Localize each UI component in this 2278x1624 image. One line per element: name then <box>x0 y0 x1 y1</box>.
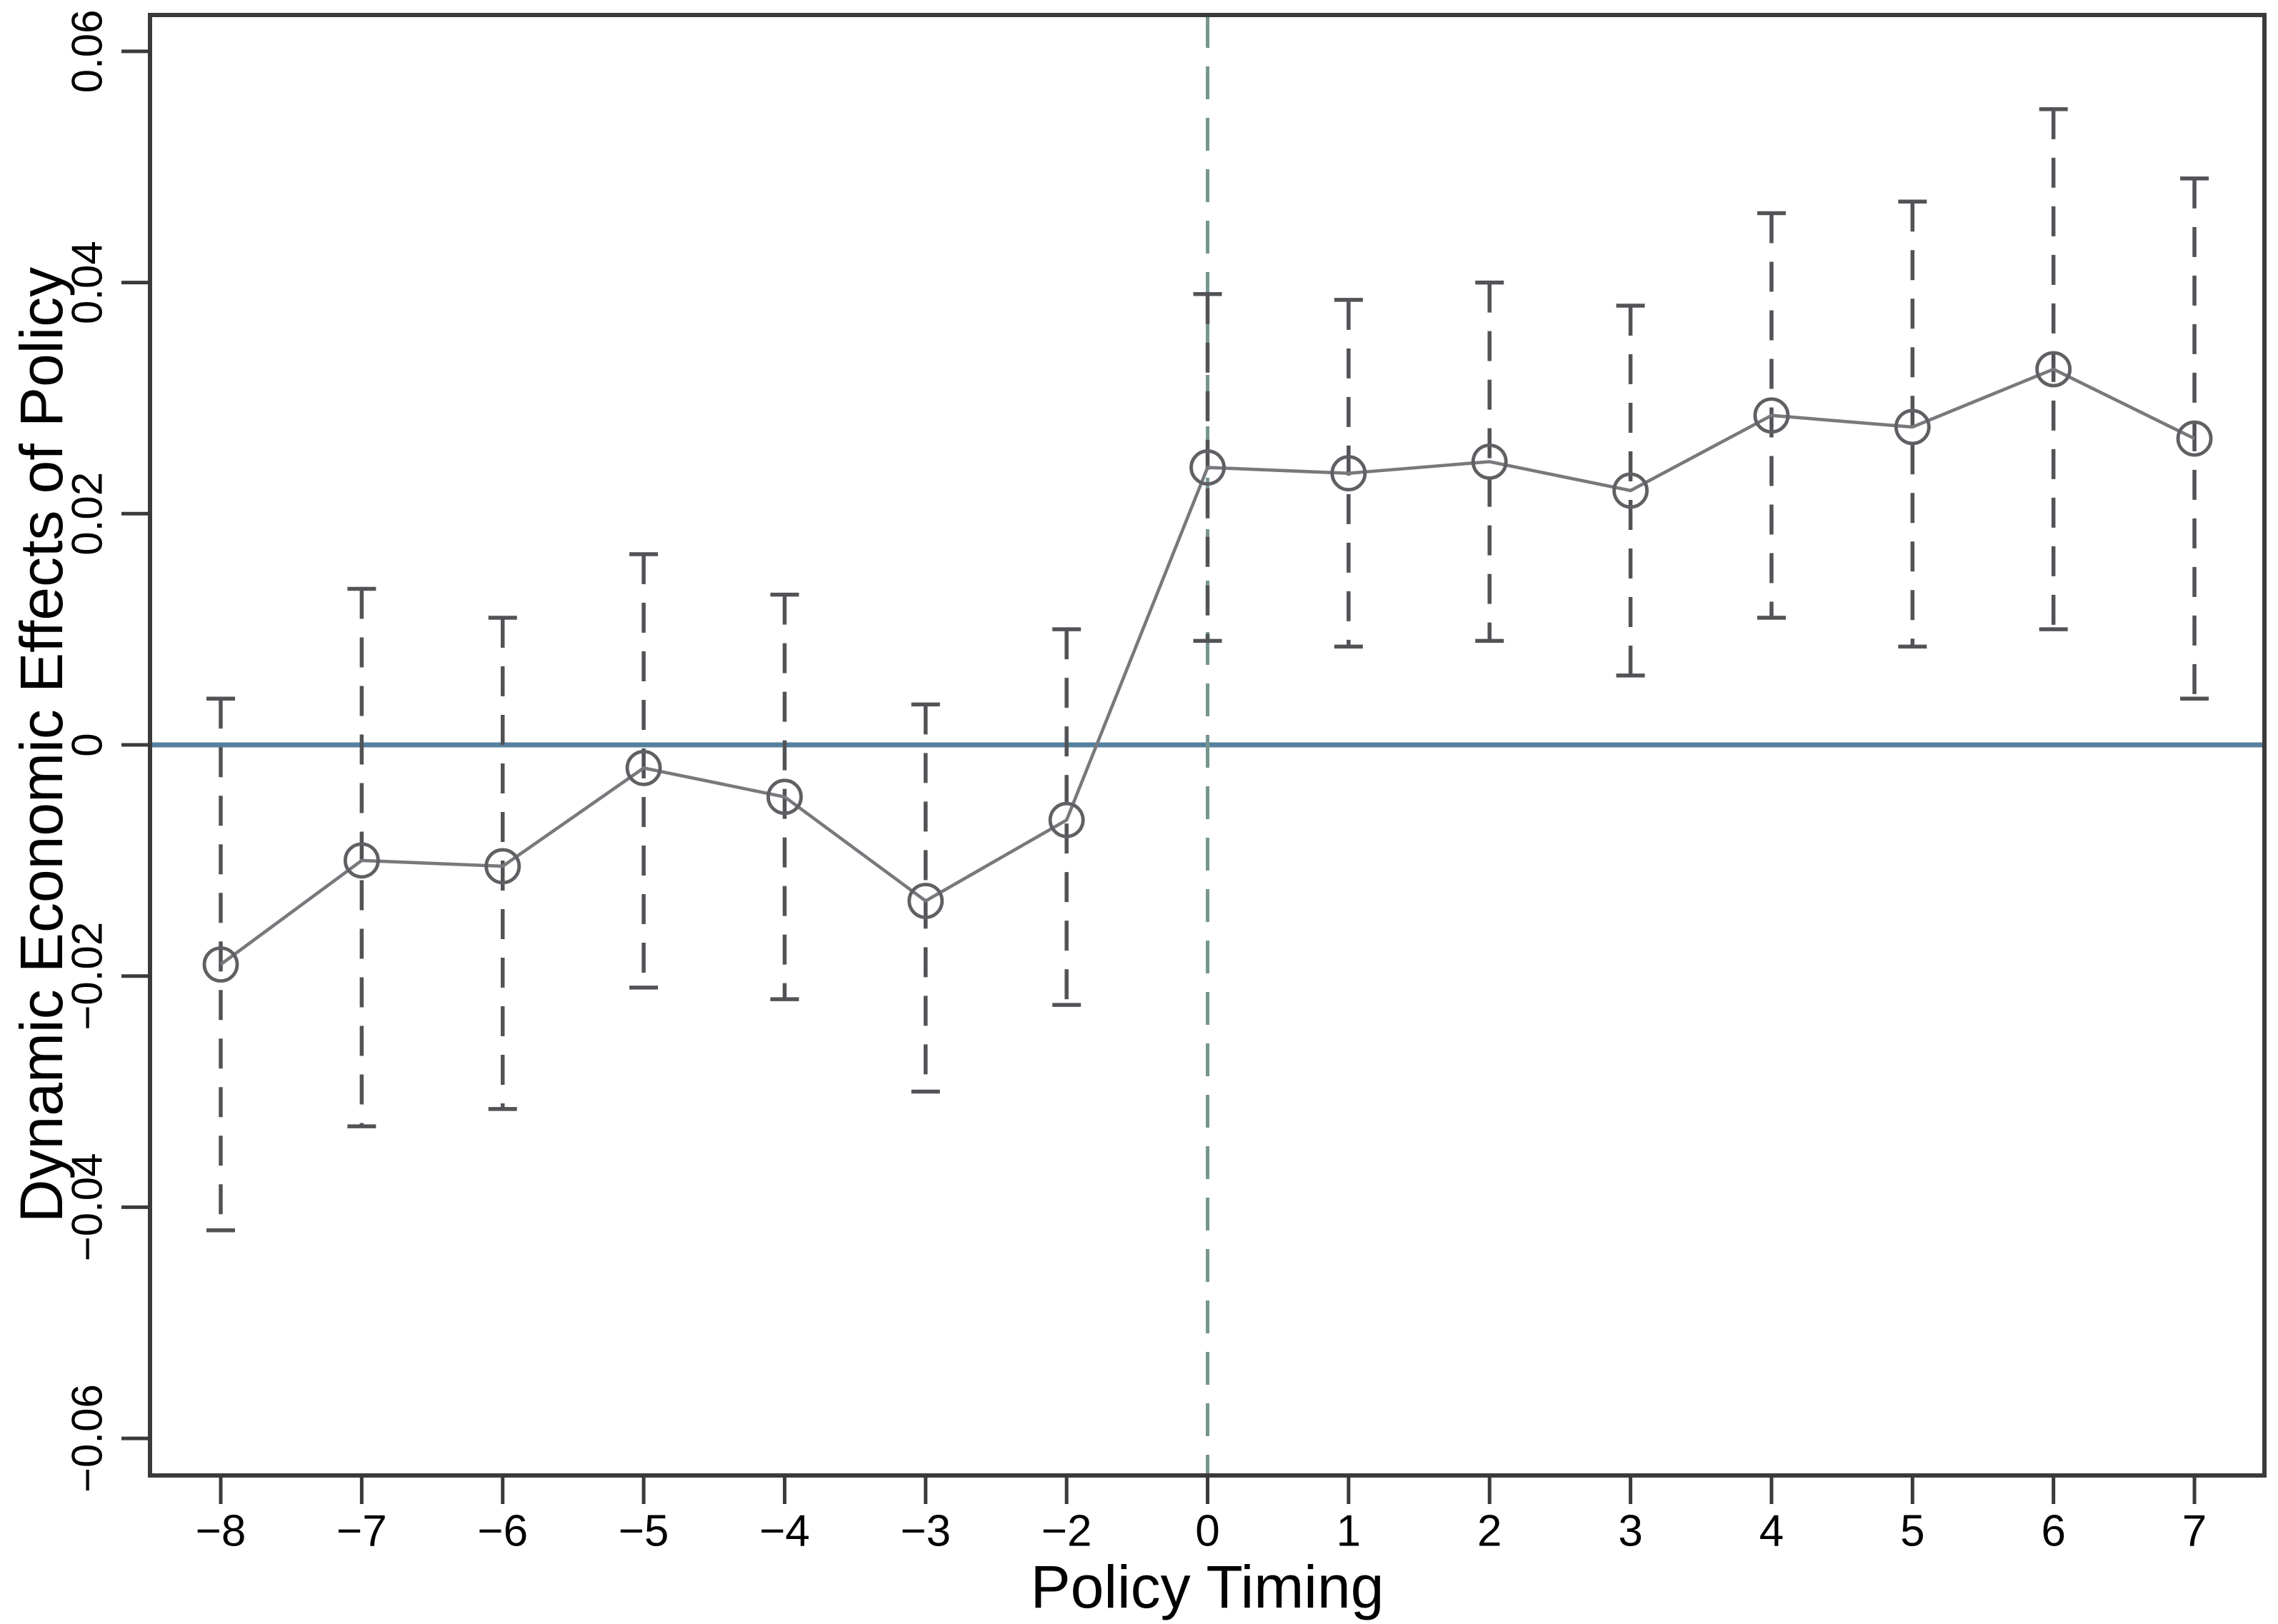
error-bar <box>1052 627 1081 1007</box>
y-tick-label: −0.06 <box>64 1384 111 1493</box>
x-tick-label: 4 <box>1759 1507 1784 1556</box>
data-point-marker <box>2176 420 2213 457</box>
y-tick-label: 0 <box>64 733 111 756</box>
error-bar <box>1898 199 1927 649</box>
data-point-marker <box>343 842 380 879</box>
series-line <box>219 367 2196 966</box>
error-bar <box>347 586 376 1128</box>
x-tick-label: −6 <box>477 1507 528 1556</box>
data-point-marker <box>1048 801 1085 838</box>
data-point-marker <box>1471 443 1508 480</box>
data-point-marker <box>766 778 803 816</box>
x-tick-label: 1 <box>1337 1507 1361 1556</box>
data-point-marker <box>202 946 239 983</box>
x-tick-label: 5 <box>1900 1507 1924 1556</box>
data-point-marker <box>907 883 944 919</box>
error-bar <box>911 702 940 1094</box>
data-point-marker <box>1612 472 1649 509</box>
error-bar <box>488 616 517 1111</box>
x-tick-label: −3 <box>900 1507 951 1556</box>
data-point-marker <box>625 749 662 786</box>
data-point-marker <box>1894 408 1931 446</box>
y-tick-label: −0.04 <box>64 1153 111 1261</box>
y-tick-label: −0.02 <box>64 922 111 1031</box>
data-point-marker <box>484 848 521 885</box>
x-axis-title: Policy Timing <box>1030 1553 1384 1620</box>
x-tick-label: −2 <box>1041 1507 1092 1556</box>
error-bar <box>1475 280 1504 643</box>
x-tick-label: −4 <box>759 1507 810 1556</box>
error-bar <box>2180 176 2209 701</box>
x-tick-label: −5 <box>619 1507 669 1556</box>
data-point-marker <box>2035 351 2072 388</box>
y-tick-label: 0.06 <box>64 10 111 94</box>
x-tick-label: 3 <box>1618 1507 1642 1556</box>
x-tick-label: 7 <box>2182 1507 2207 1556</box>
x-tick-label: −8 <box>196 1507 246 1556</box>
data-point-marker <box>1753 397 1790 434</box>
error-bar <box>1616 304 1645 678</box>
x-tick-label: 2 <box>1477 1507 1502 1556</box>
x-tick-label: −7 <box>336 1507 387 1556</box>
x-tick-label: 0 <box>1195 1507 1219 1556</box>
data-point-marker <box>1189 449 1226 486</box>
y-axis-title: Dynamic Economic Effects of Policy <box>8 266 75 1223</box>
x-tick-label: 6 <box>2041 1507 2065 1556</box>
error-bar <box>629 552 659 990</box>
y-tick-label: 0.02 <box>64 472 111 556</box>
data-point-marker <box>1330 455 1367 492</box>
y-tick-label: 0.04 <box>64 241 111 324</box>
